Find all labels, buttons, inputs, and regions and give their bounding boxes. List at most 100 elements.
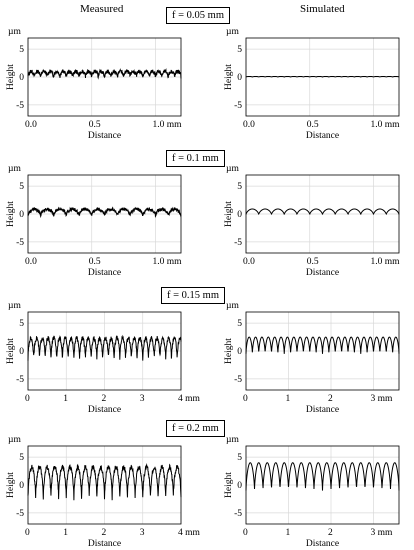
y-unit-label: µm <box>8 435 21 445</box>
feed-label-row-2: f = 0.1 mm <box>166 150 225 167</box>
x-axis-title: Distance <box>88 405 121 415</box>
y-axis-title: Height <box>224 64 234 90</box>
x-tick-label: 0 <box>243 394 248 404</box>
x-tick-label: 1.0 mm <box>371 257 401 267</box>
x-tick-label: 1 <box>286 528 291 538</box>
x-axis-title: Distance <box>306 268 339 278</box>
y-unit-label: µm <box>226 301 239 311</box>
profile-line <box>27 334 182 361</box>
x-tick-label: 1.0 mm <box>153 257 183 267</box>
x-tick-label: 0.5 <box>89 120 101 130</box>
y-unit-label: µm <box>226 27 239 37</box>
y-tick-label: -5 <box>234 375 242 385</box>
x-tick-label: 1 <box>63 394 68 404</box>
x-tick-label: 0.0 <box>25 120 37 130</box>
y-unit-label: µm <box>8 164 21 174</box>
x-axis-title: Distance <box>88 131 121 141</box>
x-tick-label: 0.5 <box>307 120 319 130</box>
chart-panel-1: 5 0 -5 µm 0.0 0.5 1.0 mm Distance Height <box>6 27 182 141</box>
chart-panel-4: 5 0 -5 µm 0.0 0.5 1.0 mm Distance Height <box>224 164 400 278</box>
y-unit-label: µm <box>226 164 239 174</box>
x-tick-label: 1.0 mm <box>371 120 401 130</box>
x-tick-label: 2 <box>328 528 333 538</box>
y-tick-label: 0 <box>237 73 242 83</box>
x-tick-label: 2 <box>102 528 107 538</box>
x-axis-title: Distance <box>88 539 121 549</box>
y-tick-label: 5 <box>237 182 242 192</box>
y-tick-label: 0 <box>237 347 242 357</box>
y-tick-label: -5 <box>234 509 242 519</box>
y-unit-label: µm <box>8 301 21 311</box>
x-tick-label: 2 <box>328 394 333 404</box>
x-tick-label: 3 mm <box>371 528 394 538</box>
x-axis-title: Distance <box>306 131 339 141</box>
profile-line <box>245 208 400 216</box>
profile-line <box>27 462 182 501</box>
y-axis-title: Height <box>224 472 234 498</box>
x-tick-label: 0 <box>243 528 248 538</box>
y-unit-label: µm <box>226 435 239 445</box>
x-tick-label: 2 <box>102 394 107 404</box>
x-axis-title: Distance <box>306 539 339 549</box>
y-tick-label: 0 <box>19 347 24 357</box>
profile-line <box>27 206 182 219</box>
y-tick-label: 0 <box>237 210 242 220</box>
y-axis-title: Height <box>224 338 234 364</box>
x-tick-label: 3 <box>140 394 145 404</box>
x-tick-label: 1 <box>286 394 291 404</box>
simulated-column-title: Simulated <box>300 3 345 15</box>
x-tick-label: 4 mm <box>178 528 201 538</box>
x-tick-label: 4 mm <box>178 394 201 404</box>
x-tick-label: 0.5 <box>89 257 101 267</box>
y-tick-label: 0 <box>19 210 24 220</box>
x-tick-label: 1 <box>63 528 68 538</box>
x-axis-title: Distance <box>306 405 339 415</box>
profile-line <box>245 462 400 491</box>
y-tick-label: -5 <box>16 509 24 519</box>
x-tick-label: 1.0 mm <box>153 120 183 130</box>
y-tick-label: -5 <box>234 238 242 248</box>
y-tick-label: 5 <box>19 182 24 192</box>
y-tick-label: 5 <box>19 453 24 463</box>
y-tick-label: -5 <box>16 375 24 385</box>
x-tick-label: 0.5 <box>307 257 319 267</box>
y-axis-title: Height <box>6 338 16 364</box>
y-tick-label: -5 <box>234 101 242 111</box>
y-axis-title: Height <box>6 64 16 90</box>
profile-line <box>245 336 400 354</box>
chart-panel-2: 5 0 -5 µm 0.0 0.5 1.0 mm Distance Height <box>224 27 400 141</box>
x-axis-title: Distance <box>88 268 121 278</box>
feed-label-row-3: f = 0.15 mm <box>161 287 226 304</box>
x-tick-label: 0 <box>25 394 30 404</box>
x-tick-label: 0.0 <box>25 257 37 267</box>
profile-line <box>27 68 182 80</box>
y-tick-label: -5 <box>16 101 24 111</box>
chart-panel-3: 5 0 -5 µm 0.0 0.5 1.0 mm Distance Height <box>6 164 182 278</box>
y-axis-title: Height <box>6 472 16 498</box>
x-tick-label: 3 mm <box>371 394 394 404</box>
y-axis-title: Height <box>224 201 234 227</box>
y-tick-label: 0 <box>19 73 24 83</box>
y-tick-label: 0 <box>237 481 242 491</box>
profile-line <box>245 75 400 78</box>
y-tick-label: 5 <box>237 319 242 329</box>
x-tick-label: 0 <box>25 528 30 538</box>
y-tick-label: 5 <box>19 319 24 329</box>
x-tick-label: 0.0 <box>243 120 255 130</box>
feed-label-row-4: f = 0.2 mm <box>166 420 225 437</box>
y-tick-label: 5 <box>237 453 242 463</box>
x-tick-label: 3 <box>140 528 145 538</box>
feed-label-row-1: f = 0.05 mm <box>166 7 231 24</box>
measured-column-title: Measured <box>80 3 124 15</box>
y-tick-label: 0 <box>19 481 24 491</box>
y-tick-label: 5 <box>237 45 242 55</box>
y-axis-title: Height <box>6 201 16 227</box>
y-tick-label: 5 <box>19 45 24 55</box>
x-tick-label: 0.0 <box>243 257 255 267</box>
y-tick-label: -5 <box>16 238 24 248</box>
